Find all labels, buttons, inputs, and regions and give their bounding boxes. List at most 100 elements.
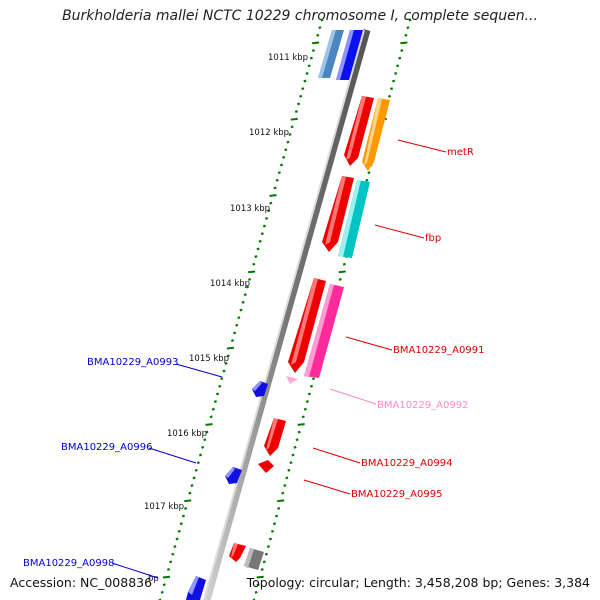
scale-label-1015: 1015 kbp — [189, 354, 229, 364]
tick-minor — [198, 453, 203, 457]
gene-BMA10229_A0998[interactable] — [186, 576, 206, 600]
tick-minor — [307, 64, 311, 68]
tick-minor — [241, 300, 245, 304]
gene-BMA10229_A0995[interactable] — [258, 460, 274, 473]
tick-minor — [220, 377, 224, 381]
label-BMA10229_A0994: BMA10229_A0994 — [361, 458, 452, 469]
tick-minor — [196, 461, 200, 465]
tick-minor — [273, 186, 277, 190]
tick-minor — [294, 110, 298, 114]
tick-minor — [284, 148, 288, 152]
tick-minor — [245, 285, 249, 289]
tick-minor — [400, 49, 404, 52]
tick-minor — [389, 87, 394, 91]
tick-minor — [233, 331, 237, 335]
gene-BMA10229_A0993[interactable] — [252, 381, 268, 397]
tick-minor — [305, 400, 309, 404]
scale-label-1014: 1014 kbp — [210, 279, 250, 289]
tick-minor — [311, 49, 316, 52]
tick-minor — [301, 87, 305, 91]
tick-minor — [289, 461, 293, 465]
gene-fbp[interactable] — [338, 180, 370, 258]
tick-minor — [265, 216, 269, 220]
gene-red-2[interactable] — [322, 176, 354, 252]
label-BMA10229_A0998: BMA10229_A0998 — [23, 558, 114, 569]
gene-BMA10229_A0991[interactable] — [288, 278, 326, 373]
gene-top-a[interactable] — [318, 30, 344, 78]
tick-minor — [309, 56, 313, 60]
tick-major — [400, 41, 408, 45]
tick-minor — [235, 323, 239, 327]
label-BMA10229_A0993: BMA10229_A0993 — [87, 357, 178, 368]
gene-BMA10229_A0992[interactable] — [286, 376, 298, 384]
tick-major — [184, 499, 192, 503]
tick-major — [248, 270, 256, 274]
tick-minor — [230, 339, 235, 342]
tick-minor — [305, 71, 309, 75]
tick-minor — [295, 438, 299, 442]
gene-BMA10229_A0996[interactable] — [225, 467, 242, 484]
tick-minor — [279, 163, 284, 167]
tick-minor — [216, 392, 220, 396]
tick-minor — [160, 590, 164, 594]
tick-minor — [297, 430, 301, 434]
tick-minor — [272, 522, 277, 526]
scale-label-1011: 1011 kbp — [268, 53, 308, 63]
tick-major — [205, 423, 213, 426]
tick-minor — [166, 568, 171, 571]
tick-minor — [177, 529, 181, 533]
tick-minor — [213, 400, 217, 404]
tick-minor — [258, 239, 262, 243]
tick-minor — [262, 560, 266, 564]
tick-minor — [179, 522, 183, 526]
genes[interactable] — [186, 30, 390, 600]
chromosome-backbone-highlight — [203, 29, 365, 600]
tick-minor — [188, 491, 192, 495]
scale-ticks-left — [158, 18, 324, 600]
gene-BMA10229_A0994[interactable] — [264, 418, 286, 456]
tick-minor — [254, 590, 258, 594]
tick-minor — [203, 438, 207, 442]
tick-minor — [320, 18, 324, 22]
tick-minor — [192, 476, 196, 480]
tick-minor — [318, 26, 322, 30]
tick-minor — [283, 484, 287, 487]
tick-minor — [260, 232, 264, 236]
label-metR: metR — [447, 147, 474, 158]
tick-minor — [226, 354, 230, 358]
tick-minor — [281, 491, 285, 495]
tick-minor — [169, 560, 173, 564]
tick-minor — [311, 377, 316, 381]
gene-gray[interactable] — [244, 548, 264, 570]
gene-red-1[interactable] — [344, 96, 374, 166]
tick-minor — [171, 552, 175, 556]
gene-red-bottom[interactable] — [229, 543, 246, 562]
tick-major — [297, 423, 305, 426]
tick-minor — [209, 415, 213, 419]
tick-minor — [297, 102, 301, 106]
label-fbp: fbp — [425, 233, 441, 244]
tick-minor — [211, 407, 215, 411]
tick-minor — [365, 178, 369, 182]
tick-minor — [394, 71, 398, 75]
tick-minor — [291, 453, 295, 457]
tick-minor — [307, 392, 311, 396]
tick-major — [277, 499, 285, 503]
tick-minor — [218, 384, 222, 388]
tick-minor — [316, 33, 320, 37]
gene-metR[interactable] — [362, 98, 390, 171]
scale-labels: 1011 kbp 1012 kbp 1013 kbp 1014 kbp 1015… — [144, 53, 308, 584]
gene-labels[interactable]: metR fbp BMA10229_A0991 BMA10229_A0992 B… — [23, 147, 484, 569]
tick-minor — [303, 79, 307, 83]
tick-minor — [387, 94, 392, 98]
tick-minor — [404, 33, 408, 37]
tick-minor — [270, 529, 275, 533]
tick-minor — [367, 171, 371, 175]
tick-minor — [269, 201, 273, 205]
tick-minor — [184, 506, 188, 510]
tick-minor — [239, 308, 243, 312]
gene-top-b[interactable] — [336, 30, 363, 80]
gene-pink-bar[interactable] — [304, 284, 344, 378]
map-title: Burkholderia mallei NCTC 10229 chromosom… — [62, 8, 538, 24]
